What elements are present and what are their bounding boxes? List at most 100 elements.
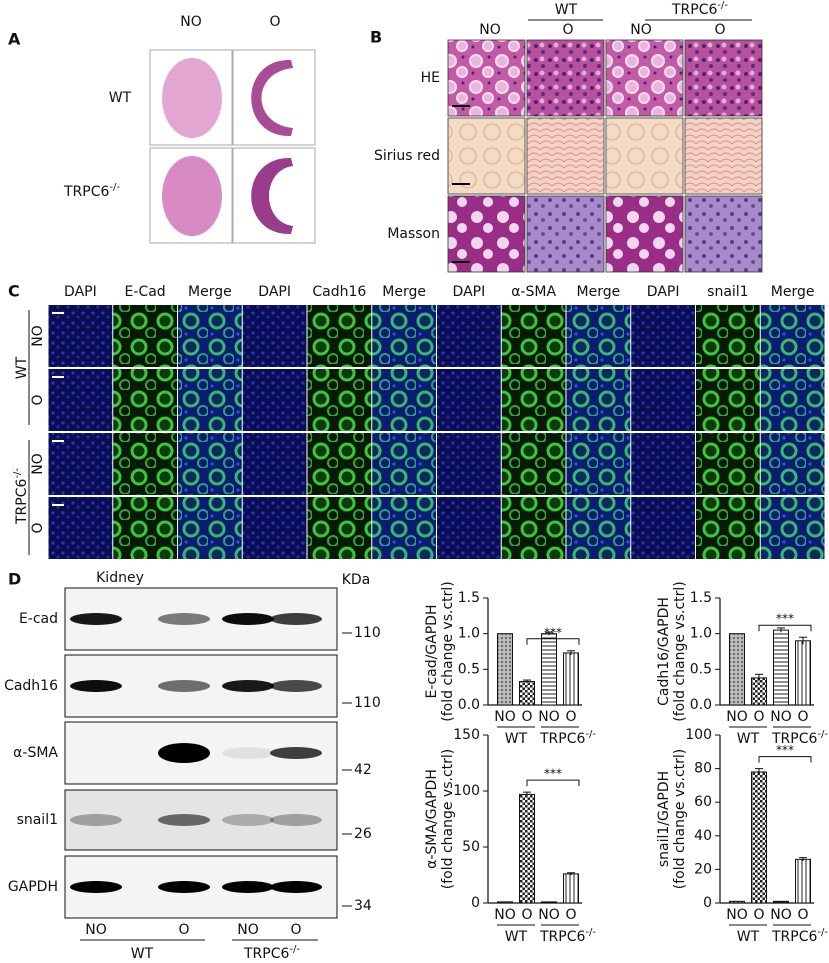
micrograph [605,195,684,273]
column-label: NO [180,14,202,30]
fluorescence-image [372,433,436,495]
fluorescence-image [631,433,695,495]
band [222,747,274,759]
y-tick-label: 1.0 [458,626,480,642]
y-tick-label: 100 [685,727,712,743]
x-tick-label: O [753,907,764,923]
protein-label: α-SMA [13,745,58,761]
bar [519,793,535,904]
y-tick-label: 50 [462,839,480,855]
group-label-sup: -/- [817,927,828,938]
fluorescence-image [501,497,566,559]
mw-label: 110 [354,625,381,641]
group-label-main: WT [505,929,528,945]
error-bar [755,768,763,776]
x-tick-label: NO [726,907,748,923]
fluorescence-image [501,433,566,495]
group-label-sup: -/- [717,0,728,11]
bar [541,633,557,706]
band [158,814,210,826]
y-axis-label: (fold change vs.ctrl) [440,749,456,889]
group-label-main: WT [14,356,30,379]
x-tick-label: O [797,709,808,725]
group-label: TRPC6-/- [539,927,596,946]
fluorescence-image [372,369,436,431]
group-label-sup: -/- [585,729,596,740]
lane-label: NO [85,922,107,938]
fluorescence-image [307,497,372,559]
row-label-sup: -/- [109,182,120,193]
column-label: snail1 [707,284,748,300]
row-label: Sirius red [374,148,440,164]
error-bar [545,631,553,636]
fluorescence-image [566,433,631,495]
x-tick-label: O [521,709,532,725]
group-label-sup: -/- [817,729,828,740]
band [158,680,210,692]
fluorescence-image [178,497,242,559]
y-tick-label: 100 [453,783,480,799]
column-label: Merge [188,284,232,300]
column-label: DAPI [647,284,680,300]
y-axis-label: α-SMA/GAPDH [424,769,440,869]
bar [773,900,789,904]
group-label: TRPC6-/- [771,729,828,748]
y-tick-label: 40 [694,828,712,844]
band [270,814,322,826]
fluorescence-image [566,369,631,431]
group-label-sup: -/- [289,944,300,955]
bar [563,652,579,706]
error-bar [523,791,531,797]
fluorescence-image [113,497,177,559]
y-axis-label: (fold change vs.ctrl) [672,581,688,721]
significance-bracket [526,779,580,787]
bar [751,771,767,904]
panel-label: C [8,282,20,301]
band [70,680,122,692]
x-tick-label: NO [538,709,560,725]
fluorescence-image [566,305,631,367]
panel-label: B [370,28,382,47]
column-label: NO [479,22,501,38]
bar [563,873,579,904]
micrograph [605,39,684,117]
error-bar [567,650,575,656]
column-label: Merge [771,284,815,300]
significance-label: *** [776,612,794,626]
column-label: Cadh16 [312,284,366,300]
y-tick-label: 1.5 [690,590,712,606]
significance-label: *** [544,625,562,639]
x-tick-label: O [565,709,576,725]
y-tick-label: 0.5 [458,661,480,677]
row-label: HE [421,70,440,86]
x-tick-label: NO [726,709,748,725]
y-tick-label: 20 [694,861,712,877]
y-tick-label: 60 [694,794,712,810]
band [70,613,122,625]
column-label: α-SMA [511,284,556,300]
fluorescence-image [696,369,760,431]
mw-unit: KDa [342,572,371,588]
x-tick-label: O [753,709,764,725]
micrograph [447,195,526,273]
panel-label: D [8,570,21,589]
fluorescence-image [307,433,372,495]
fluorescence-image [242,305,307,367]
group-label-main: WT [737,731,760,747]
bar [795,640,811,706]
bar [541,901,557,904]
fluorescence-image [696,433,760,495]
fluorescence-image [501,369,566,431]
fluorescence-image [437,497,501,559]
group-label-main: TRPC6 [243,946,289,962]
group-label-main: WT [555,2,578,18]
group-label-main: TRPC6 [14,479,30,525]
kidney-section [162,156,222,236]
column-label: DAPI [258,284,291,300]
y-axis-label: Cadh16/GAPDH [656,597,672,706]
bar [729,900,745,904]
fluorescence-image [242,433,307,495]
band [270,613,322,625]
y-axis-label: E-cad/GAPDH [424,605,440,699]
fluorescence-image [631,305,695,367]
